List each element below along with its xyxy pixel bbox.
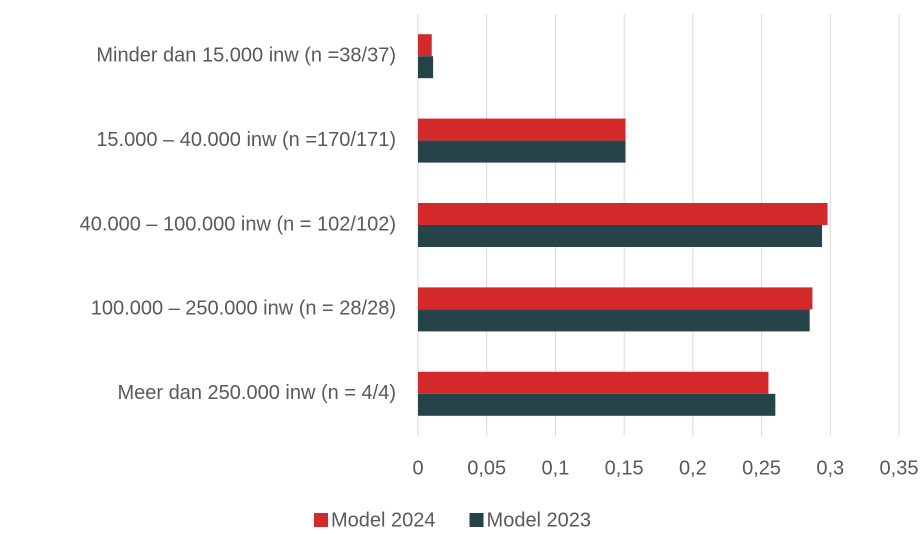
bar [418, 34, 432, 57]
y-tick-label: 40.000 – 100.000 inw (n = 102/102) [80, 213, 396, 235]
bar [418, 287, 813, 310]
x-tick-label: 0,25 [742, 457, 781, 479]
bar [418, 203, 828, 225]
bar [418, 118, 626, 141]
legend-swatch [469, 513, 484, 527]
bar [418, 371, 769, 394]
y-tick-label: Meer dan 250.000 inw (n = 4/4) [117, 382, 396, 404]
bar [418, 309, 810, 332]
bar [418, 56, 434, 79]
x-tick-label: 0,15 [605, 457, 644, 479]
legend-label: Model 2023 [487, 509, 592, 531]
bar [418, 140, 626, 163]
x-tick-label: 0,2 [679, 457, 707, 479]
y-tick-label: 15.000 – 40.000 inw (n =170/171) [96, 129, 396, 151]
x-tick-label: 0,35 [880, 457, 919, 479]
x-tick-label: 0,05 [467, 457, 506, 479]
x-tick-label: 0,1 [542, 457, 570, 479]
bar [418, 393, 776, 416]
legend-swatch [314, 513, 328, 527]
x-tick-label: 0 [412, 457, 423, 479]
x-tick-label: 0,3 [816, 457, 844, 479]
y-tick-label: Minder dan 15.000 inw (n =38/37) [96, 44, 396, 66]
legend-label: Model 2024 [331, 509, 436, 531]
bar [418, 225, 823, 247]
y-tick-label: 100.000 – 250.000 inw (n = 28/28) [91, 298, 396, 320]
